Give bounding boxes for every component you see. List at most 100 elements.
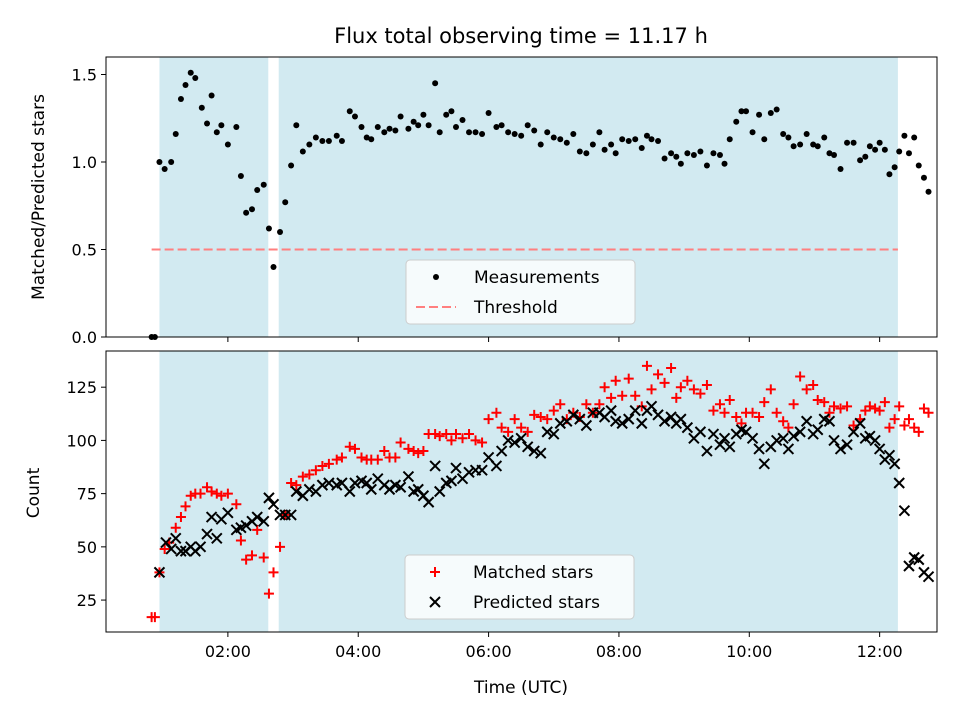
matched-star-point xyxy=(870,403,881,414)
predicted-star-point xyxy=(753,443,765,455)
count-panel-x-tick-label: 06:00 xyxy=(466,642,512,661)
predicted-star-point xyxy=(263,492,275,504)
ratio-panel-legend-label: Threshold xyxy=(473,298,558,318)
matched-star-point xyxy=(304,469,315,480)
matched-star-point xyxy=(812,394,823,405)
matched-star-point xyxy=(413,448,424,459)
measurement-point xyxy=(780,131,787,137)
matched-star-point xyxy=(344,441,355,452)
predicted-star-point xyxy=(541,426,553,438)
matched-star-point xyxy=(450,429,461,440)
matched-star-point xyxy=(646,384,657,395)
predicted-star-point xyxy=(794,426,806,438)
matched-star-point xyxy=(434,431,445,442)
matched-star-point xyxy=(159,543,170,554)
measurement-point xyxy=(773,106,780,113)
count-panel-x-tick-label: 12:00 xyxy=(857,642,903,661)
matched-star-point xyxy=(483,414,494,425)
predicted-star-point xyxy=(605,404,617,417)
matched-star-point xyxy=(610,375,621,386)
measurement-point xyxy=(346,108,353,115)
matched-star-point xyxy=(675,382,686,393)
matched-star-point xyxy=(695,388,706,399)
predicted-star-point xyxy=(869,434,881,447)
measurement-point xyxy=(537,141,544,148)
predicted-star-point xyxy=(834,443,847,455)
matched-star-point xyxy=(195,488,206,499)
matched-star-point xyxy=(765,384,776,395)
matched-star-point xyxy=(535,411,546,422)
count-panel-xlabel: Time (UTC) xyxy=(473,678,568,698)
predicted-star-point xyxy=(548,428,560,440)
matched-star-point xyxy=(206,486,217,497)
measurement-point xyxy=(338,138,345,144)
measurement-point xyxy=(557,136,564,143)
measurement-point xyxy=(738,108,745,115)
matched-star-point xyxy=(503,426,514,437)
measurement-point xyxy=(876,139,883,146)
matched-star-point xyxy=(682,375,693,386)
matched-star-point xyxy=(864,401,875,412)
predicted-star-point xyxy=(758,458,770,470)
predicted-star-point xyxy=(770,434,783,447)
matched-star-point xyxy=(923,407,934,418)
predicted-star-point xyxy=(873,443,886,455)
predicted-star-point xyxy=(847,426,860,438)
predicted-star-point xyxy=(240,519,252,532)
matched-star-point xyxy=(771,407,782,418)
measurement-point xyxy=(803,131,810,137)
predicted-star-point xyxy=(898,504,911,517)
matched-star-point xyxy=(441,429,452,440)
measurement-point xyxy=(524,122,531,129)
matched-star-point xyxy=(653,369,664,380)
measurement-point xyxy=(459,117,466,123)
predicted-star-point xyxy=(913,553,925,566)
predicted-star-point xyxy=(922,570,935,583)
measurement-point xyxy=(721,160,728,167)
measurement-point xyxy=(756,111,763,118)
measurement-point xyxy=(436,129,443,136)
matched-star-point xyxy=(211,488,222,499)
predicted-star-point xyxy=(707,428,720,440)
predicted-star-point xyxy=(903,560,915,572)
matched-star-point xyxy=(286,477,297,488)
measurement-point xyxy=(182,82,189,88)
ratio-panel-y-tick-label: 1.5 xyxy=(72,66,97,85)
predicted-star-point xyxy=(251,511,263,523)
predicted-star-point xyxy=(521,441,534,453)
predicted-star-point xyxy=(694,426,707,438)
count-panel-legend-label: Predicted stars xyxy=(473,593,600,613)
count-panel-y-tick-label: 75 xyxy=(77,485,97,504)
matched-star-point xyxy=(522,426,533,437)
matched-star-point xyxy=(747,407,758,418)
predicted-star-point xyxy=(580,419,593,432)
matched-star-point xyxy=(529,409,540,420)
predicted-star-point xyxy=(616,417,628,430)
matched-star-point xyxy=(659,377,670,388)
measurement-point xyxy=(410,118,417,125)
matched-star-point xyxy=(835,403,846,414)
predicted-star-point xyxy=(360,477,373,489)
matched-star-point xyxy=(783,422,794,433)
measurement-point xyxy=(204,120,211,127)
matched-star-point xyxy=(457,433,468,444)
matched-star-point xyxy=(509,414,520,425)
predicted-star-point xyxy=(205,511,218,523)
measurement-point xyxy=(844,139,851,146)
measurement-point xyxy=(198,104,205,111)
matched-star-point xyxy=(252,524,263,535)
predicted-star-point xyxy=(828,434,840,447)
matched-star-point xyxy=(641,360,652,371)
count-panel-legend-box xyxy=(404,554,635,620)
predicted-star-point xyxy=(175,545,187,557)
measurement-point xyxy=(850,139,857,146)
measurement-point xyxy=(544,129,551,136)
matched-star-point xyxy=(336,452,347,463)
measurement-point xyxy=(282,199,289,206)
matched-star-point xyxy=(241,554,252,565)
predicted-star-point xyxy=(718,432,731,444)
matched-star-point xyxy=(795,371,806,382)
predicted-star-point xyxy=(675,413,687,425)
measurement-point xyxy=(648,136,655,143)
matched-star-point xyxy=(372,454,383,465)
